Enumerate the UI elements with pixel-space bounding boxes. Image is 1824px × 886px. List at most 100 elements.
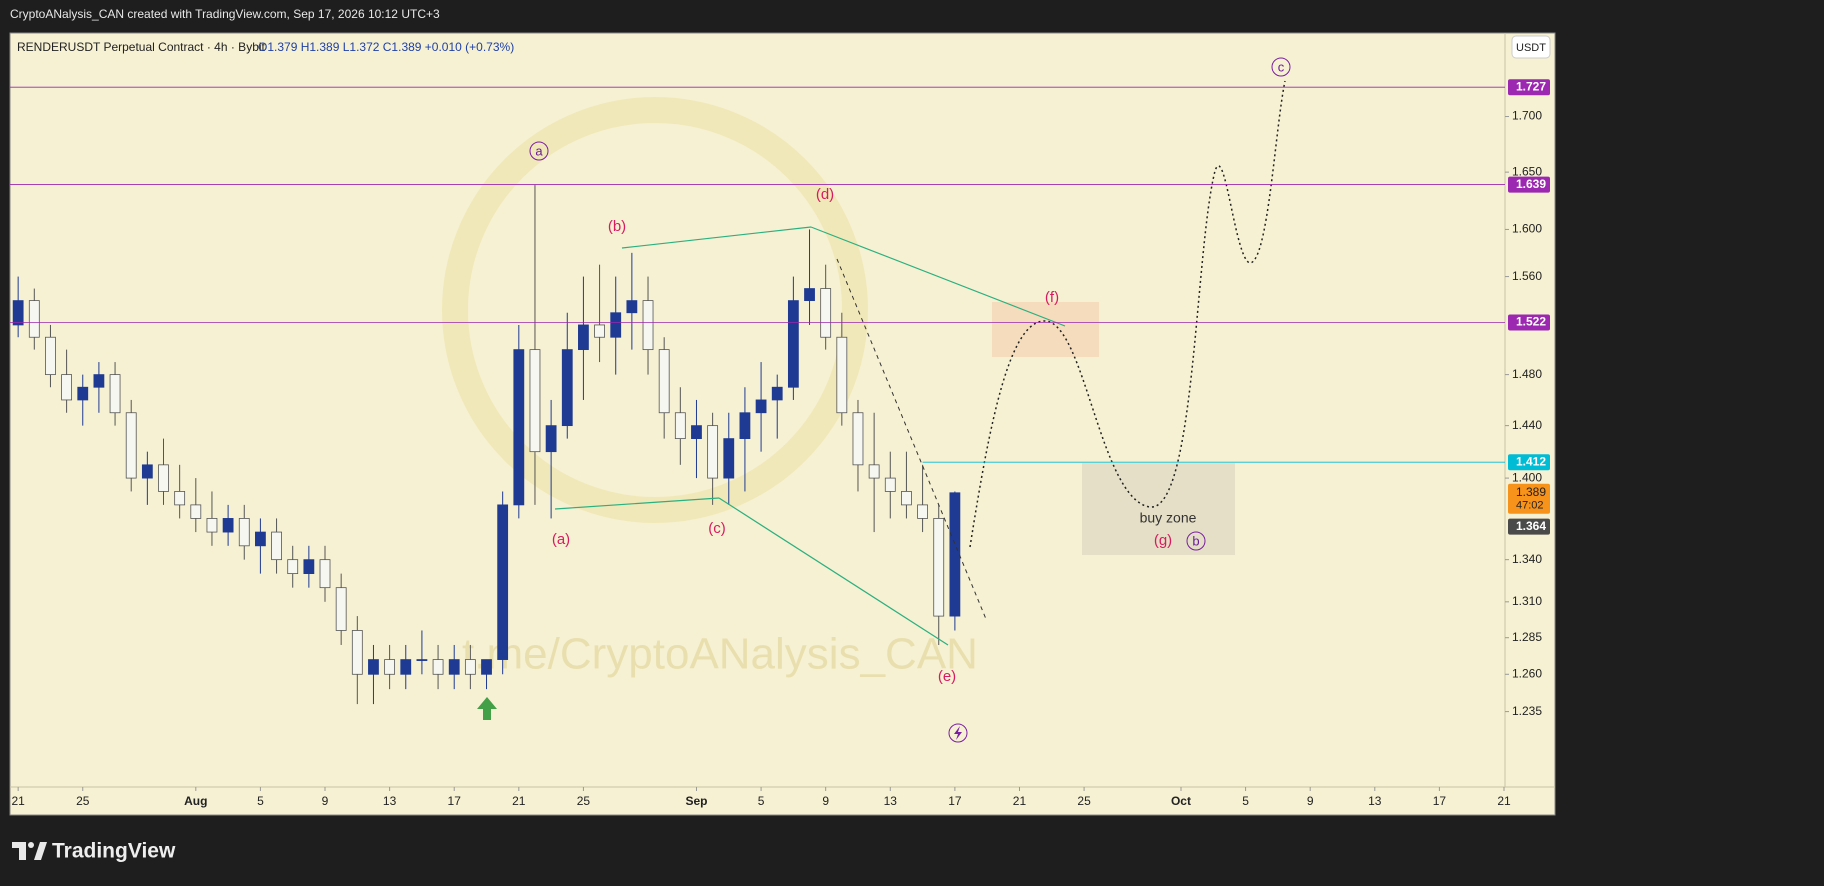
ohlc-legend: O1.379 H1.389 L1.372 C1.389 +0.010 (+0.7… (258, 40, 514, 54)
candle-body (626, 300, 638, 314)
candle-body (707, 425, 719, 479)
candle-body (125, 412, 137, 479)
candle-body (45, 336, 56, 376)
candle-body (61, 374, 73, 401)
candle-body (303, 559, 315, 575)
candles (12, 184, 961, 705)
candle-body (852, 412, 864, 466)
candle-body (93, 374, 105, 388)
candle-body (351, 630, 363, 675)
candle-body (271, 531, 282, 561)
candle-body (464, 659, 476, 675)
price-tag (1508, 454, 1550, 471)
x-tick-label: 21 (1013, 794, 1027, 808)
wave-circle (1186, 531, 1206, 551)
candle-body (481, 659, 492, 675)
candle-body (917, 504, 928, 519)
wave-label: (c) (708, 520, 726, 537)
x-tick-label: 9 (1307, 794, 1314, 808)
candle-body (771, 386, 783, 401)
watermark-logo (442, 97, 868, 523)
candle-body (319, 559, 331, 589)
x-tick-label: 25 (1077, 794, 1091, 808)
y-tick-label: 1.400 (1512, 470, 1542, 484)
icon-circle (948, 723, 968, 743)
buy-zone-box (1082, 463, 1235, 555)
projection-path (969, 80, 1286, 548)
candle-body (28, 300, 40, 338)
candle-body (158, 464, 169, 492)
y-tick-label: 1.285 (1512, 630, 1542, 644)
candle-body (755, 399, 767, 414)
x-tick-label: 13 (1368, 794, 1382, 808)
x-tick-label: 17 (948, 794, 962, 808)
x-tick-label: 21 (11, 794, 25, 808)
x-tick-label: 25 (577, 794, 591, 808)
candle-body (238, 518, 250, 547)
candle-body (933, 518, 945, 617)
candle-body (432, 659, 444, 675)
y-tick-label: 1.560 (1512, 269, 1542, 283)
up-arrow (477, 697, 497, 720)
x-tick-label: Oct (1171, 794, 1191, 808)
y-tick-label: 1.440 (1512, 418, 1542, 432)
candle-body (804, 288, 815, 302)
candle-body (255, 531, 266, 547)
candle-body (820, 288, 832, 338)
candle-body (190, 504, 202, 519)
candle-body (691, 425, 702, 440)
x-tick-label: 13 (383, 794, 397, 808)
x-tick-label: 13 (884, 794, 898, 808)
x-tick-label: 9 (822, 794, 829, 808)
brand-name: TradingView (52, 840, 176, 863)
y-tick-label: 1.600 (1512, 222, 1542, 236)
wave-label: a (535, 143, 543, 158)
candle-body (787, 300, 799, 388)
price-tag-label: 1.639 (1516, 177, 1546, 191)
candle-body (739, 412, 751, 440)
price-tag-label: 1.412 (1516, 454, 1546, 468)
drawings: t.me/CryptoANalysis_CAN (442, 97, 1235, 679)
countdown-label: 47:02 (1516, 500, 1544, 512)
candle-body (448, 659, 460, 675)
pattern: a (b) (d) (f) (a) (c) (e) (g) b c buy zo… (477, 57, 1291, 743)
candle-body (545, 425, 557, 453)
zone-label: buy zone (1140, 510, 1197, 526)
wave-label: c (1278, 59, 1285, 74)
wave-label: (d) (816, 186, 834, 203)
candle-body (368, 659, 379, 675)
wave-label: b (1192, 533, 1199, 548)
last-price-tag (1508, 483, 1550, 514)
y-tick-label: 1.235 (1512, 704, 1542, 718)
currency-label[interactable]: USDT (1516, 42, 1546, 54)
candle-body (497, 504, 509, 660)
currency-button[interactable] (1511, 35, 1551, 59)
candle-body (578, 324, 589, 351)
candle-body (868, 464, 880, 479)
candle-body (416, 659, 428, 661)
x-tick-label: Sep (685, 794, 707, 808)
y-tick-label: 1.700 (1512, 109, 1542, 123)
y-tick-label: 1.260 (1512, 666, 1542, 680)
x-tick-label: 9 (322, 794, 329, 808)
x-tick-label: 5 (758, 794, 765, 808)
x-tick-label: 25 (76, 794, 90, 808)
candle-body (335, 587, 347, 631)
candle-body (642, 300, 654, 351)
header-text: CryptoANalysis_CAN created with TradingV… (10, 7, 440, 21)
y-tick-label: 1.340 (1512, 552, 1542, 566)
price-tag (1508, 314, 1550, 331)
candle-body (529, 349, 541, 453)
price-tag-label: 1.522 (1516, 315, 1546, 329)
wave-label: (g) (1154, 532, 1172, 549)
price-tag (1508, 518, 1550, 535)
lightning-icon (954, 726, 962, 740)
wave-circle (529, 141, 549, 161)
candle-body (384, 659, 396, 675)
x-tick-label: Aug (184, 794, 207, 808)
wave-circle (1271, 57, 1291, 77)
x-tick-label: 21 (512, 794, 526, 808)
price-tag (1508, 176, 1550, 193)
x-tick-label: 21 (1497, 794, 1511, 808)
